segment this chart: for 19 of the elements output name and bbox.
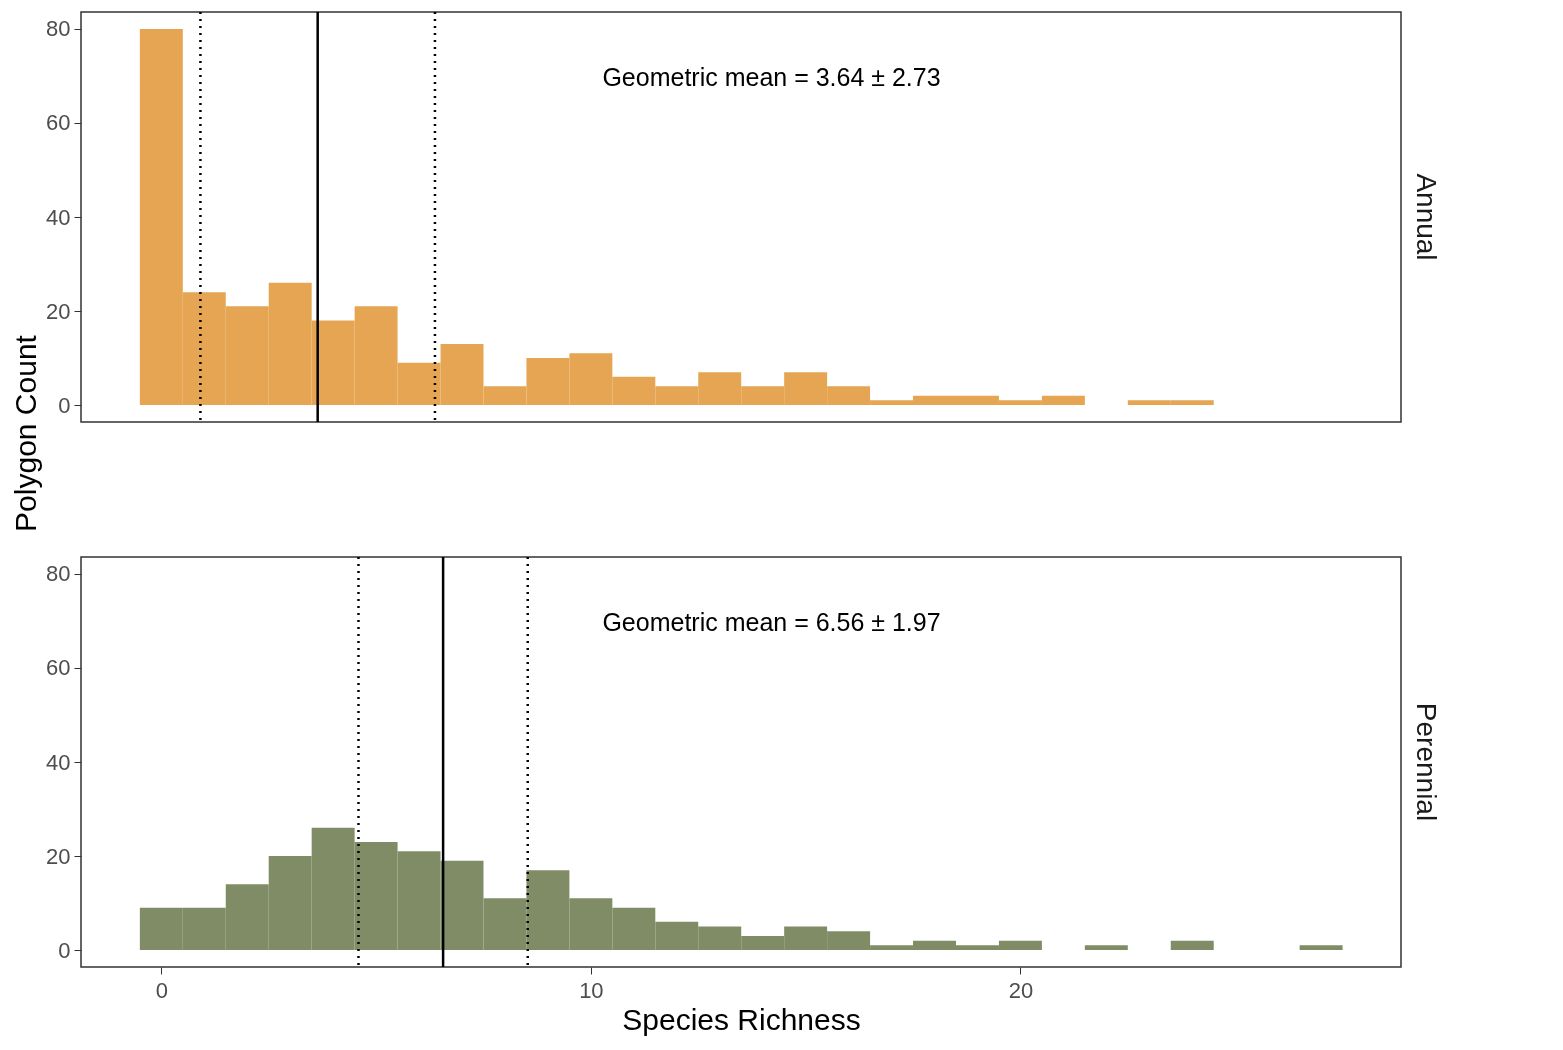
x-axis-title: Species Richness bbox=[622, 1002, 861, 1036]
y-tick-label: 0 bbox=[58, 937, 71, 963]
y-tick-label: 0 bbox=[58, 392, 71, 418]
y-tick-label: 40 bbox=[46, 204, 71, 230]
y-tick-label: 80 bbox=[46, 561, 71, 587]
annotation: Geometric mean = 3.64 ± 2.73 bbox=[602, 62, 941, 91]
y-tick-label: 40 bbox=[46, 749, 71, 775]
text: Perennial bbox=[1411, 702, 1442, 822]
x-tick-label: 10 bbox=[579, 977, 604, 1003]
y-axis-title: Polygon Count bbox=[9, 334, 43, 532]
y-tick-label: 60 bbox=[46, 655, 71, 681]
text: Annual bbox=[1411, 173, 1442, 261]
y-tick-label: 80 bbox=[46, 16, 71, 42]
y-tick-label: 60 bbox=[46, 110, 71, 136]
y-tick-label: 20 bbox=[46, 298, 71, 324]
y-tick-label: 20 bbox=[46, 843, 71, 869]
x-tick-label: 0 bbox=[155, 977, 168, 1003]
x-tick-label: 20 bbox=[1008, 977, 1034, 1003]
annotation: Geometric mean = 6.56 ± 1.97 bbox=[602, 607, 941, 636]
